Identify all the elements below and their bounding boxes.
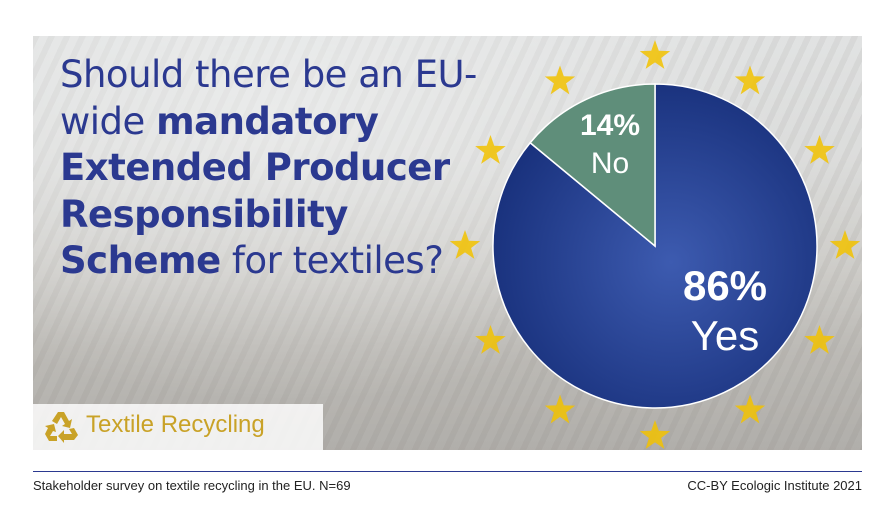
eu-star — [734, 65, 766, 95]
no-percent-label: 14% — [580, 109, 640, 142]
pie-slice-no — [529, 83, 656, 248]
eu-star — [639, 40, 671, 69]
yes-percent-label: 86% — [683, 262, 767, 309]
pie-labels: 14% No 86% Yes — [580, 109, 767, 359]
eu-star — [449, 230, 481, 259]
pie-chart: 14% No 86% Yes — [449, 40, 861, 449]
eu-star — [804, 135, 835, 164]
eu-star — [829, 230, 861, 259]
recycle-icon — [45, 412, 78, 443]
footer-credit: CC-BY Ecologic Institute 2021 — [687, 478, 862, 493]
eu-stars-ring — [449, 40, 861, 449]
question-emphasis: mandatory Extended Producer Responsibili… — [60, 99, 450, 283]
eu-star — [475, 325, 506, 354]
eu-star — [544, 65, 576, 95]
topic-badge-label: Textile Recycling — [86, 411, 265, 438]
yes-label: Yes — [691, 312, 760, 359]
pie-slices — [492, 83, 818, 409]
no-label: No — [591, 147, 629, 180]
footer-divider — [33, 471, 862, 472]
question-part-1: Should there be an EU-wide — [60, 53, 477, 143]
eu-star — [544, 394, 576, 424]
survey-question: Should there be an EU-wide mandatory Ext… — [60, 52, 480, 285]
eu-star — [475, 135, 506, 164]
footer-source: Stakeholder survey on textile recycling … — [33, 478, 351, 493]
eu-star — [804, 325, 835, 354]
topic-badge: Textile Recycling — [33, 404, 323, 450]
eu-star — [734, 394, 766, 424]
eu-star — [639, 420, 671, 449]
question-part-2: for textiles? — [220, 239, 444, 282]
